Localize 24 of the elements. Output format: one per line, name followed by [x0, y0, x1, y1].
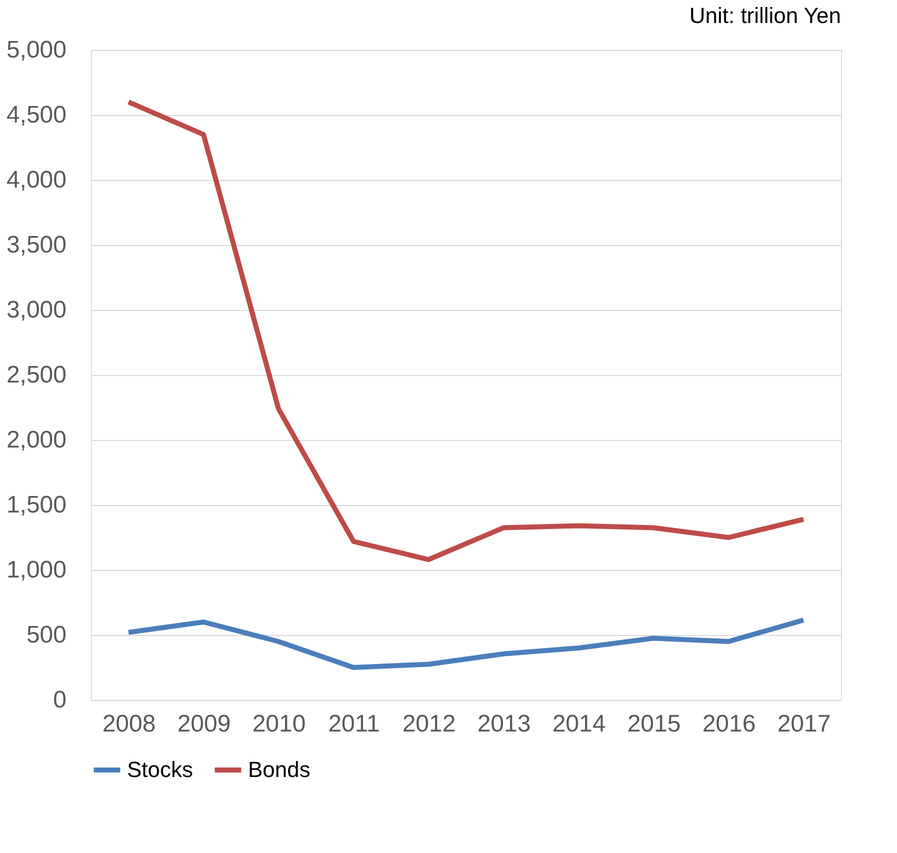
legend-label: Bonds	[248, 757, 310, 782]
x-tick-label: 2009	[177, 710, 231, 738]
y-tick-label: 3,000	[6, 296, 66, 324]
x-tick-label: 2012	[402, 710, 456, 738]
y-tick-label: 1,500	[6, 492, 66, 518]
x-tick-label: 2010	[252, 710, 306, 738]
y-tick-label: 3,500	[6, 232, 66, 258]
x-tick-label: 2013	[477, 710, 531, 738]
x-tick-label: 2016	[702, 710, 756, 738]
x-tick-label: 2014	[552, 710, 606, 738]
y-tick-label: 0	[53, 686, 66, 714]
y-tick-label: 1,000	[6, 556, 66, 584]
legend-label: Stocks	[127, 757, 194, 782]
x-tick-label: 2017	[777, 710, 831, 738]
y-tick-label: 2,500	[6, 362, 66, 388]
y-tick-label: 5,000	[6, 36, 66, 64]
y-tick-label: 500	[26, 622, 66, 648]
x-tick-label: 2011	[328, 710, 380, 738]
y-tick-label: 4,000	[6, 166, 66, 194]
x-tick-label: 2015	[627, 710, 681, 738]
text: Unit: trillion Yen	[689, 3, 841, 28]
x-tick-label: 2008	[102, 710, 156, 738]
y-tick-label: 2,000	[6, 426, 66, 454]
y-tick-label: 4,500	[6, 102, 66, 128]
